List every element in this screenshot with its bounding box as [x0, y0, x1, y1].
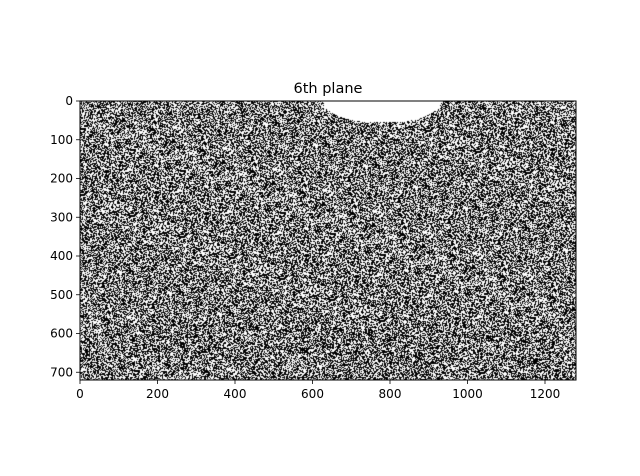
x-tick-label: 600 — [301, 387, 324, 401]
x-tick-label: 1000 — [452, 387, 483, 401]
y-tick-label: 0 — [65, 94, 73, 108]
x-tick-label: 800 — [379, 387, 402, 401]
x-tick-label: 1200 — [530, 387, 561, 401]
y-tick-label: 100 — [50, 133, 73, 147]
y-tick-label: 700 — [50, 365, 73, 379]
x-tick-label: 400 — [224, 387, 247, 401]
bitplane-image — [80, 101, 576, 380]
plot-frame — [79, 100, 577, 381]
x-tick-label: 0 — [76, 387, 84, 401]
y-tick-label: 400 — [50, 249, 73, 263]
x-tick-label: 200 — [146, 387, 169, 401]
y-tick-label: 200 — [50, 172, 73, 186]
y-axis: 0 100 200 300 400 500 600 700 — [50, 94, 80, 379]
x-axis: 0 200 400 600 800 1000 1200 — [76, 380, 560, 401]
y-tick-label: 300 — [50, 210, 73, 224]
chart-title: 6th plane — [294, 81, 363, 97]
y-tick-label: 600 — [50, 327, 73, 341]
y-tick-label: 500 — [50, 288, 73, 302]
